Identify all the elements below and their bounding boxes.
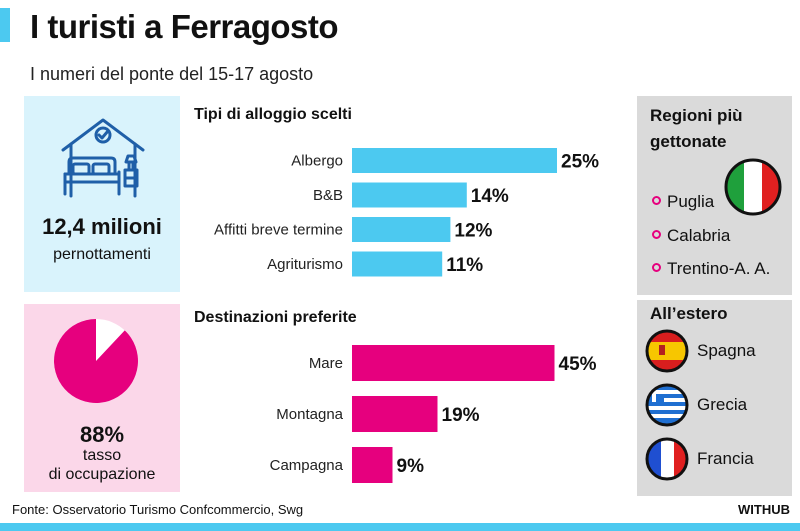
regions-title-line1: Regioni più <box>650 106 743 125</box>
chart-1-bar-3 <box>352 217 451 242</box>
chart-1-title: Tipi di alloggio scelti <box>194 106 352 123</box>
chart-2-value-label-1: 45% <box>559 354 597 375</box>
region-item-1: Puglia <box>652 192 714 212</box>
greece-flag-icon <box>645 383 689 427</box>
footer-bar <box>0 523 800 531</box>
country-spain: Spagna <box>697 341 756 360</box>
chart-1-bar-2 <box>352 182 467 208</box>
chart-1-category-label-4: Agriturismo <box>267 256 343 273</box>
chart-2-category-label-3: Campagna <box>270 457 344 474</box>
occupancy-pie <box>54 319 138 403</box>
chart-2-bar-2 <box>352 396 438 432</box>
stays-value: 12,4 milioni <box>42 214 162 239</box>
occupancy-label-line1: tasso <box>82 447 122 464</box>
side-panel-divider <box>637 295 792 300</box>
region-bullet <box>652 230 661 240</box>
bar-charts: Albergo 25% B&B 14% Affitti breve termine 12%… <box>214 148 599 483</box>
chart-2-category-label-2: Montagna <box>276 406 343 423</box>
italy-flag-icon <box>724 158 782 216</box>
chart-2-bar-1 <box>352 345 555 381</box>
region-item-label: Calabria <box>667 226 731 245</box>
chart-1-value-label-4: 11% <box>446 255 483 276</box>
chart-1-bar-1 <box>352 148 557 173</box>
chart-1-value-label-1: 25% <box>561 152 599 173</box>
source-note: Fonte: Osservatorio Turismo Confcommerci… <box>12 502 304 517</box>
chart-2-bar-3 <box>352 447 393 483</box>
chart-1-category-label-3: Affitti breve termine <box>214 222 343 239</box>
title-accent-bar <box>0 8 10 42</box>
region-item-3: Trentino-A. A. <box>652 259 770 279</box>
page-subtitle: I numeri del ponte del 15-17 agosto <box>30 64 314 84</box>
occupancy-value: 88% <box>79 422 125 447</box>
chart-1-bar-4 <box>352 251 443 277</box>
chart-1-value-label-2: 14% <box>471 186 509 207</box>
chart-1-category-label-2: B&B <box>313 187 343 204</box>
region-bullet <box>652 196 661 206</box>
chart-1-value-label-3: 12% <box>454 221 492 242</box>
country-france: Francia <box>697 449 754 468</box>
chart-2-category-label-1: Mare <box>309 355 343 372</box>
abroad-title: All’estero <box>650 304 728 323</box>
region-item-label: Puglia <box>667 192 715 211</box>
chart-2-value-label-2: 19% <box>442 405 480 426</box>
spain-flag-icon <box>645 329 689 373</box>
occupancy-label-line2: di occupazione <box>48 466 156 483</box>
occupancy-pie-slice <box>54 319 138 403</box>
chart-2-title: Destinazioni preferite <box>194 309 357 326</box>
region-item-2: Calabria <box>652 226 730 246</box>
bed-house-icon <box>61 118 145 198</box>
brand-logo: WITHUB <box>738 502 790 517</box>
chart-1-category-label-1: Albergo <box>291 153 343 170</box>
region-item-label: Trentino-A. A. <box>667 259 771 278</box>
region-bullet <box>652 263 661 273</box>
stays-label: pernottamenti <box>53 246 151 263</box>
country-greece: Grecia <box>697 395 748 414</box>
page-title: I turisti a Ferragosto <box>30 8 339 45</box>
chart-2-value-label-3: 9% <box>397 456 425 477</box>
france-flag-icon <box>645 437 689 481</box>
regions-title-line2: gettonate <box>650 132 727 151</box>
